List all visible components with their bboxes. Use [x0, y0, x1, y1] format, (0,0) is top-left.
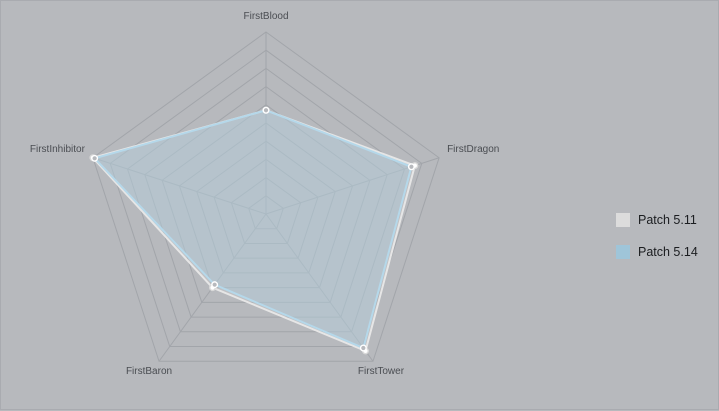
axis-line-2: [265, 213, 374, 362]
axis-label-firsttower: FirstTower: [358, 366, 405, 377]
axis-line-4: [92, 157, 267, 215]
grid-level-5: [178, 122, 354, 289]
series-1-point-4: [91, 154, 99, 162]
legend: Patch 5.11 Patch 5.14: [616, 208, 698, 272]
legend-swatch-patch-5-14: [616, 245, 630, 259]
legend-item-patch-5-11[interactable]: Patch 5.11: [616, 208, 698, 232]
grid-level-3: [213, 158, 319, 259]
series-1-point-1: [407, 163, 415, 171]
series-area-1: [92, 109, 413, 350]
legend-label-patch-5-11: Patch 5.11: [638, 213, 697, 227]
series-1-point-3: [211, 281, 219, 289]
grid-level-4: [196, 140, 336, 274]
grid-level-6: [161, 104, 371, 303]
axis-label-firstbaron: FirstBaron: [126, 366, 172, 377]
series-1-point-2: [359, 344, 367, 352]
axis-label-firstdragon: FirstDragon: [447, 144, 499, 155]
grid-level-10: [92, 31, 440, 362]
grid-level-1: [248, 195, 284, 230]
grid-level-7: [144, 85, 388, 318]
axis-label-firstblood: FirstBlood: [243, 11, 288, 22]
axis-label-firstinhibitor: FirstInhibitor: [30, 144, 86, 155]
legend-swatch-patch-5-11: [616, 213, 630, 227]
grid-level-2: [230, 176, 302, 244]
legend-item-patch-5-14[interactable]: Patch 5.14: [616, 240, 698, 264]
legend-label-patch-5-14: Patch 5.14: [638, 245, 698, 259]
grid-level-9: [109, 49, 423, 348]
series-1-point-0: [262, 106, 270, 114]
